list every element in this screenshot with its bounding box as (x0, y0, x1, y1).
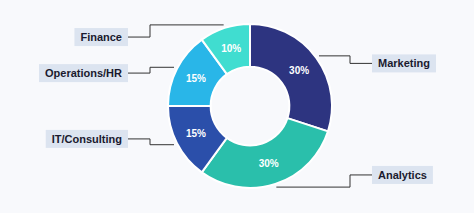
background (0, 0, 474, 213)
data-label: 15% (186, 128, 206, 139)
label-group: Analytics (372, 166, 433, 184)
slice (202, 118, 328, 188)
data-label: 30% (289, 65, 309, 76)
label-group: IT/Consulting (46, 130, 128, 148)
category-label: Analytics (378, 169, 427, 181)
category-label: Operations/HR (45, 67, 122, 79)
label-box (46, 130, 128, 148)
connector (128, 25, 224, 37)
slice (168, 106, 227, 172)
label-box (372, 54, 436, 72)
donut: 30% 30% 15% 15% 10% (168, 24, 332, 188)
slice (250, 24, 332, 131)
data-label: 30% (259, 158, 279, 169)
data-label: 15% (186, 73, 206, 84)
label-group: Marketing (372, 54, 436, 72)
category-label: Marketing (378, 57, 430, 69)
category-label: IT/Consulting (52, 133, 122, 145)
label-box (372, 166, 433, 184)
category-labels: Marketing Analytics IT/Consulting Operation… (39, 28, 436, 184)
category-label: Finance (80, 31, 122, 43)
label-group: Finance (74, 28, 128, 46)
label-box (74, 28, 128, 46)
connector (319, 56, 372, 64)
label-box (39, 64, 128, 82)
connector (276, 175, 372, 187)
connectors (128, 25, 372, 187)
slice (202, 24, 250, 74)
connector (128, 139, 174, 145)
data-label: 10% (221, 43, 241, 54)
label-group: Operations/HR (39, 64, 128, 82)
connector (128, 67, 174, 73)
chart: 30% 30% 15% 15% 10% Marketing Analytics IT/Cons… (0, 0, 474, 213)
